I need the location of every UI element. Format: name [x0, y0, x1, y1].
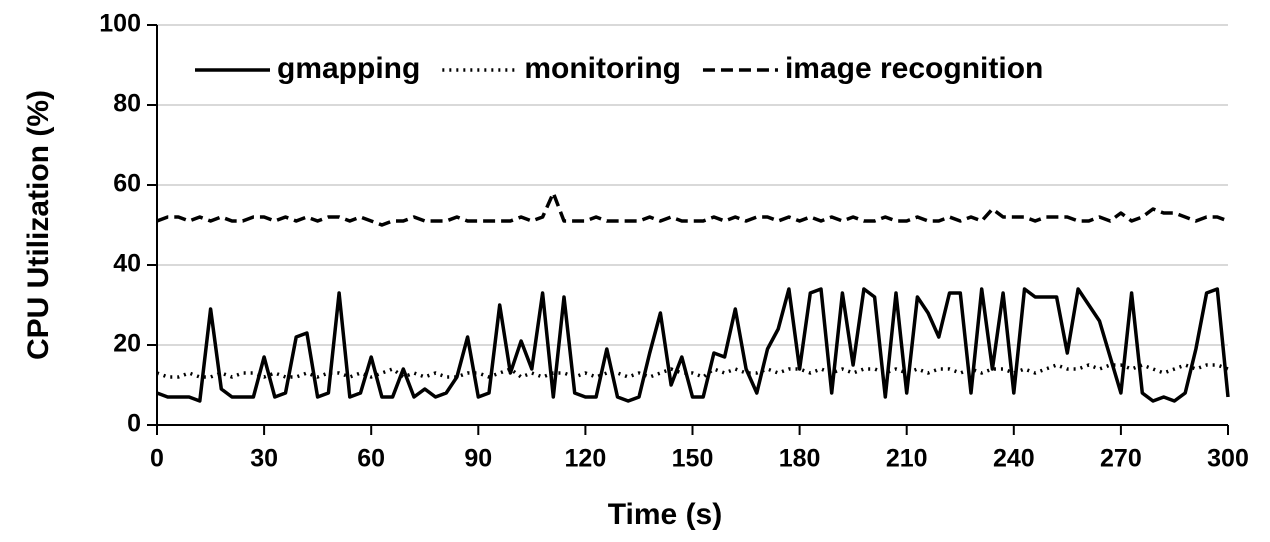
y-tick-label: 0: [127, 410, 141, 438]
x-tick-label: 270: [1100, 445, 1142, 473]
x-tick-label: 180: [779, 445, 821, 473]
y-tick-label: 80: [113, 90, 141, 118]
series-line: [156, 363, 1229, 379]
x-tick-label: 60: [357, 445, 385, 473]
y-axis-label: CPU Utilization (%): [22, 90, 55, 360]
legend-label: image recognition: [785, 52, 1043, 85]
y-tick-label: 100: [99, 10, 141, 38]
x-tick-label: 120: [565, 445, 607, 473]
x-tick-label: 0: [150, 445, 164, 473]
x-tick-label: 300: [1207, 445, 1249, 473]
x-tick-label: 240: [993, 445, 1035, 473]
y-tick-label: 60: [113, 170, 141, 198]
x-tick-label: 30: [250, 445, 278, 473]
series-line: [156, 191, 1229, 227]
y-tick-label: 20: [113, 330, 141, 358]
x-tick-label: 90: [464, 445, 492, 473]
x-tick-label: 150: [672, 445, 714, 473]
x-axis-label: Time (s): [608, 498, 722, 531]
series-line: [156, 287, 1230, 403]
legend-label: gmapping: [277, 52, 420, 85]
y-tick-label: 40: [113, 250, 141, 278]
x-tick-label: 210: [886, 445, 928, 473]
legend-label: monitoring: [524, 52, 681, 85]
